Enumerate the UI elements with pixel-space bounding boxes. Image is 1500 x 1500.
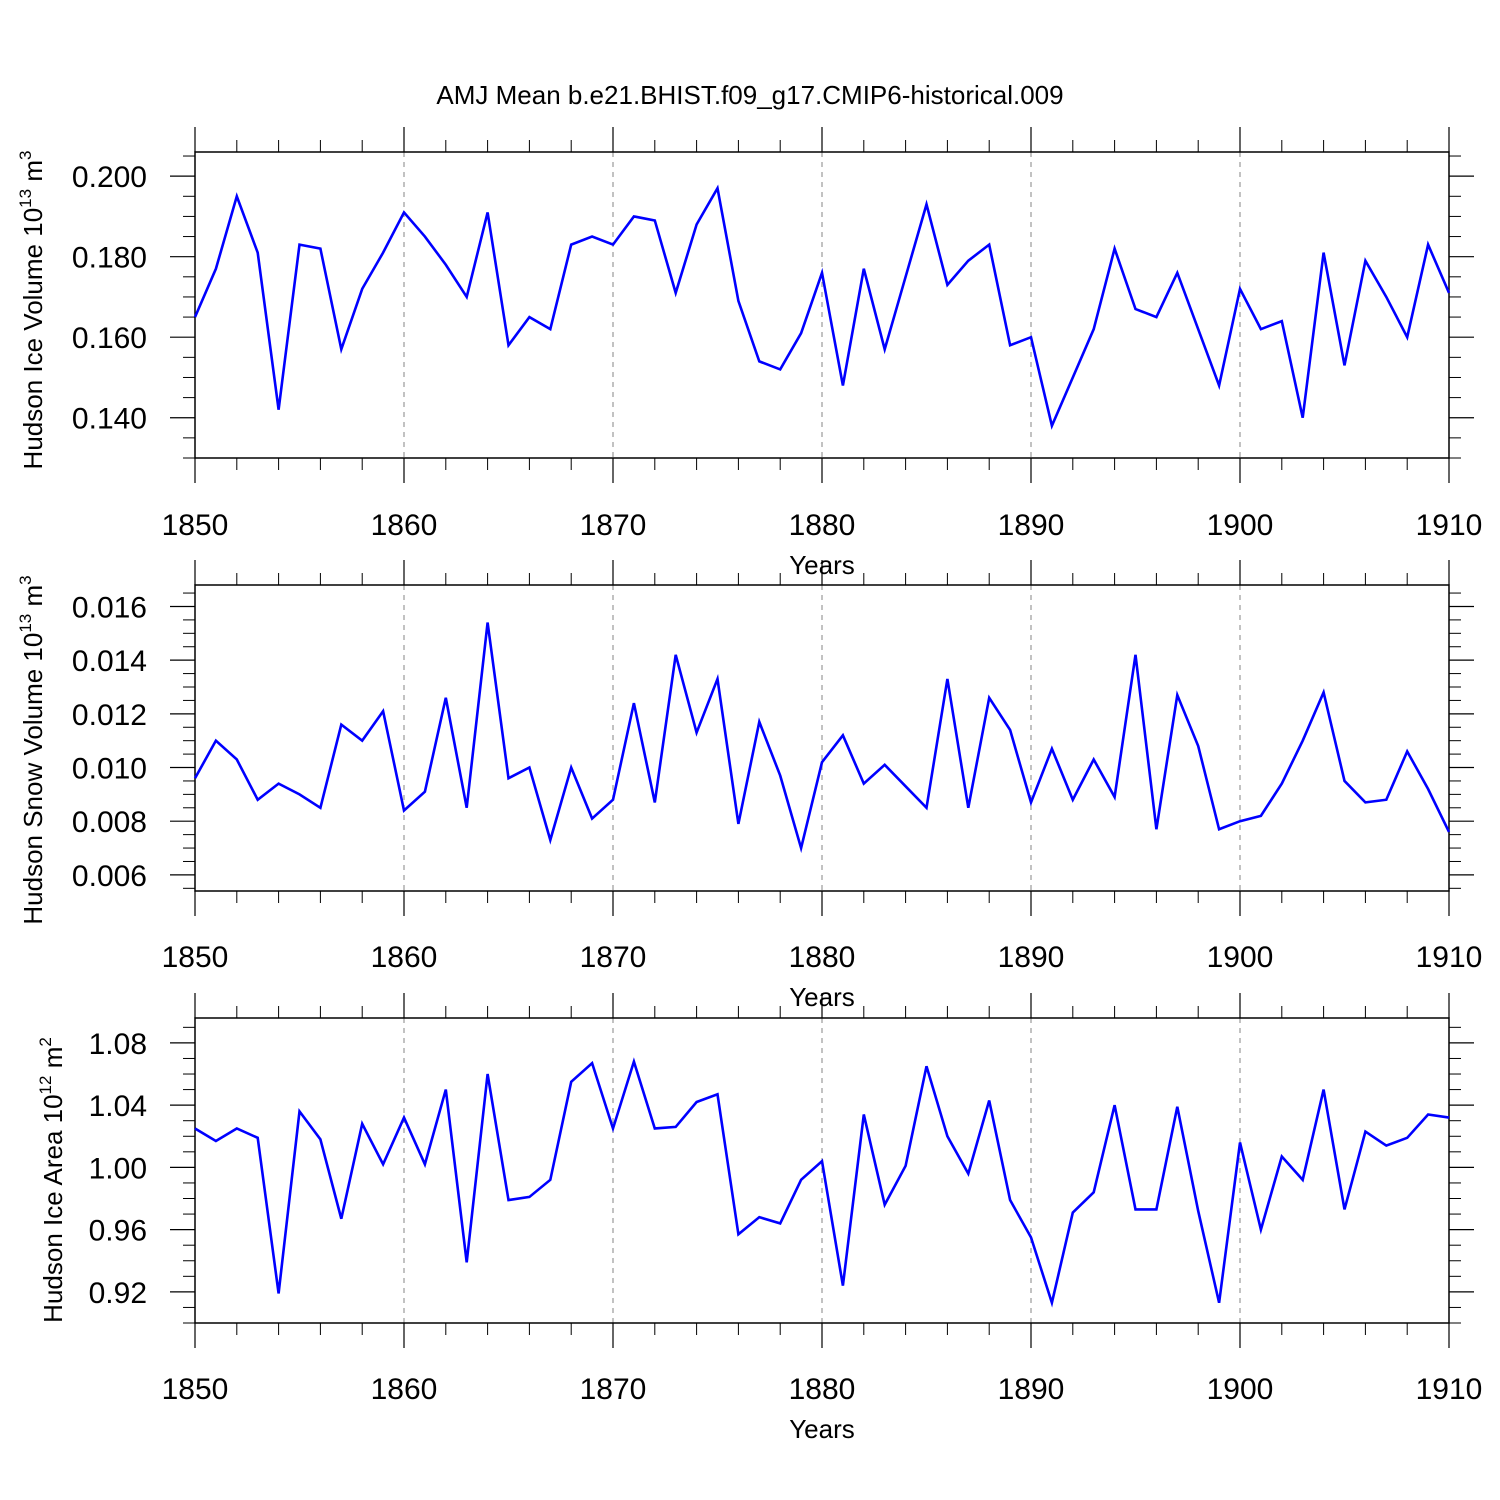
x-tick-label: 1870 bbox=[580, 941, 647, 974]
chart-panel-3: 0.92 0.96 1.00 1.04 1.08 1850 1860 1870 1880 1890… bbox=[36, 993, 1482, 1444]
y-axis-label-exponent: 13 bbox=[16, 189, 35, 208]
x-tick-label: 1890 bbox=[998, 1373, 1065, 1406]
x-tick-label: 1860 bbox=[371, 1373, 438, 1406]
y-axis-label-text: Hudson Ice Volume 10 bbox=[18, 208, 48, 470]
y-tick-label: 0.160 bbox=[72, 322, 147, 355]
x-tick-label: 1850 bbox=[162, 509, 229, 542]
y-axis-label-unit: m bbox=[18, 160, 48, 189]
x-tick-label: 1900 bbox=[1207, 941, 1274, 974]
series-line bbox=[193, 184, 1451, 430]
x-tick-label: 1860 bbox=[371, 941, 438, 974]
y-axis-label-exponent: 12 bbox=[36, 1076, 55, 1095]
y-axis-label-text: Hudson Ice Area 10 bbox=[38, 1094, 68, 1322]
y-tick-label: 1.00 bbox=[89, 1152, 147, 1185]
series-line bbox=[194, 1057, 1450, 1308]
x-tick-label: 1880 bbox=[789, 509, 856, 542]
x-tick-label: 1850 bbox=[162, 941, 229, 974]
y-tick-label: 0.006 bbox=[72, 860, 147, 893]
y-tick-label: 0.140 bbox=[72, 403, 147, 436]
x-tick-label: 1890 bbox=[998, 941, 1065, 974]
chart-panel-1: 0.140 0.160 0.180 0.200 1850 1860 1870 1880 1890… bbox=[16, 127, 1482, 580]
x-tick-label: 1880 bbox=[789, 1373, 856, 1406]
y-tick-label: 0.014 bbox=[72, 645, 147, 678]
x-tick-label: 1880 bbox=[789, 941, 856, 974]
chart-panel-2: 0.006 0.008 0.010 0.012 0.014 0.016 1850 1860 18… bbox=[16, 560, 1482, 1012]
y-tick-label: 0.180 bbox=[72, 242, 147, 275]
x-tick-label: 1910 bbox=[1416, 509, 1483, 542]
y-tick-label: 0.200 bbox=[72, 161, 147, 194]
y-axis-label: Hudson Ice Volume 1013 m3 bbox=[16, 151, 48, 470]
x-tick-label: 1870 bbox=[580, 1373, 647, 1406]
y-tick-label: 0.96 bbox=[89, 1215, 147, 1248]
y-axis-label-text: Hudson Snow Volume 10 bbox=[18, 633, 48, 925]
y-tick-label: 0.012 bbox=[72, 699, 147, 732]
x-tick-label: 1910 bbox=[1416, 1373, 1483, 1406]
y-tick-label: 0.010 bbox=[72, 753, 147, 786]
figure-title: AMJ Mean b.e21.BHIST.f09_g17.CMIP6-histo… bbox=[436, 80, 1064, 110]
x-axis-label: Years bbox=[789, 1414, 855, 1444]
y-axis-label-exponent: 13 bbox=[16, 614, 35, 633]
x-tick-label: 1870 bbox=[580, 509, 647, 542]
y-axis-label-unit-exponent: 2 bbox=[36, 1037, 55, 1046]
series-line bbox=[193, 622, 1451, 854]
y-tick-label: 1.04 bbox=[89, 1090, 147, 1123]
y-axis-label: Hudson Ice Area 1012 m2 bbox=[36, 1037, 68, 1323]
y-tick-label: 0.92 bbox=[89, 1277, 147, 1310]
y-tick-label: 0.016 bbox=[72, 591, 147, 624]
y-axis-label-unit: m bbox=[38, 1047, 68, 1076]
x-tick-label: 1900 bbox=[1207, 1373, 1274, 1406]
y-axis-label-unit-exponent: 3 bbox=[16, 575, 35, 584]
y-axis-label-unit: m bbox=[18, 585, 48, 614]
x-tick-label: 1910 bbox=[1416, 941, 1483, 974]
y-axis-label-unit-exponent: 3 bbox=[16, 151, 35, 160]
x-tick-label: 1890 bbox=[998, 509, 1065, 542]
x-tick-label: 1860 bbox=[371, 509, 438, 542]
x-tick-label: 1850 bbox=[162, 1373, 229, 1406]
y-tick-label: 0.008 bbox=[72, 806, 147, 839]
y-tick-label: 1.08 bbox=[89, 1028, 147, 1061]
y-axis-label: Hudson Snow Volume 1013 m3 bbox=[16, 575, 48, 924]
x-tick-label: 1900 bbox=[1207, 509, 1274, 542]
